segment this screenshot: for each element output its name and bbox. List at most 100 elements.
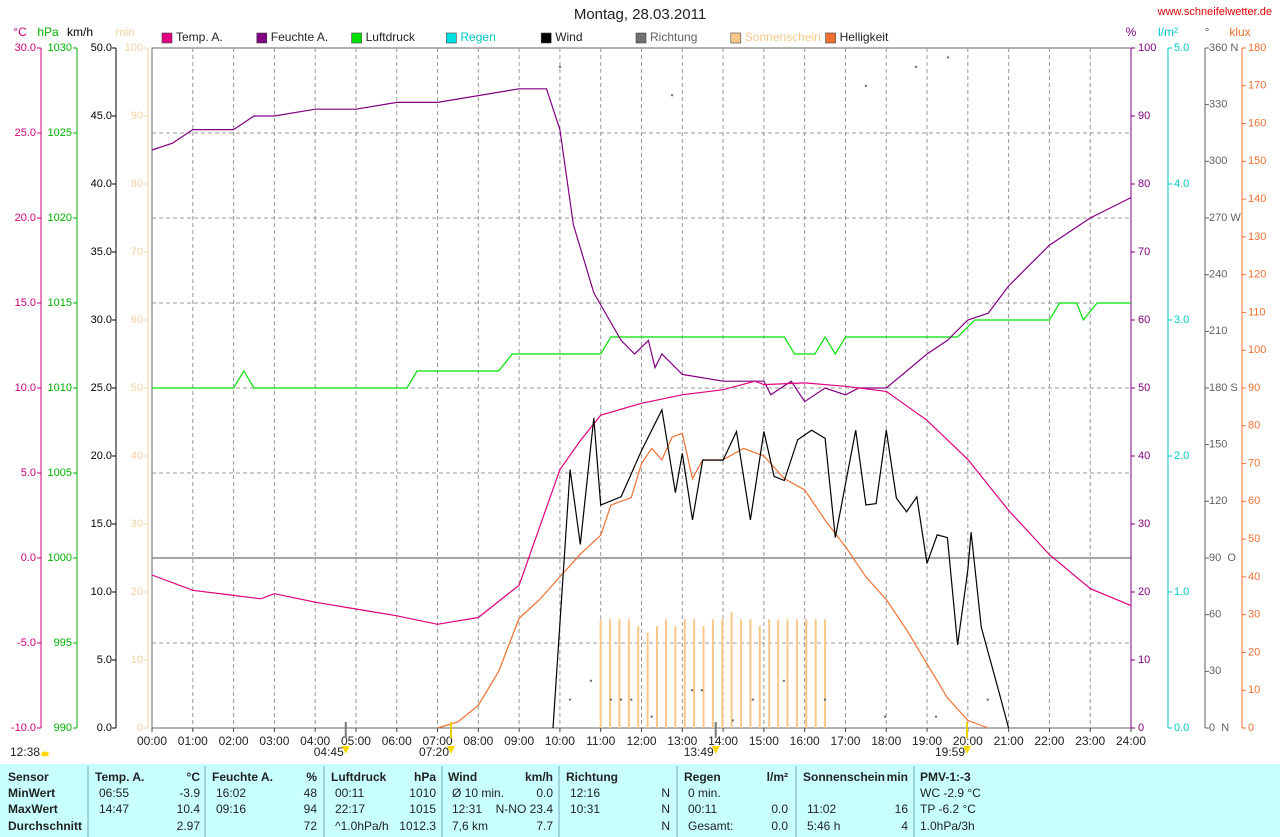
y-tick-label: 120: [1248, 269, 1266, 281]
table-header: Feuchte A.: [212, 770, 273, 784]
x-tick-label: 01:00: [178, 734, 208, 748]
y-axis-title: °C: [13, 25, 27, 39]
direction-dot: [589, 679, 593, 682]
table-cell: 4: [901, 819, 908, 833]
legend-label: Wind: [555, 30, 582, 44]
x-tick-label: 12:00: [626, 734, 656, 748]
table-cell: 0.0: [771, 802, 788, 816]
table-unit: hPa: [414, 770, 436, 784]
y-tick-label: 30.0: [15, 42, 36, 54]
x-tick-label: 18:00: [871, 734, 901, 748]
direction-dot: [558, 65, 562, 69]
y-tick-label: 25.0: [91, 382, 112, 394]
legend-label: Feuchte A.: [271, 30, 328, 44]
y-tick-label: 70: [131, 246, 143, 258]
y-tick-label: 110: [1248, 306, 1266, 318]
table-unit: l/m²: [767, 770, 788, 784]
y-tick-label: 1020: [48, 212, 72, 224]
y-tick-label: 0: [1138, 722, 1144, 734]
y-tick-label: 0: [1248, 722, 1254, 734]
x-tick-label: 11:00: [586, 734, 615, 748]
legend-swatch: [540, 32, 552, 44]
event-icon: [711, 746, 720, 754]
direction-dot: [568, 698, 572, 701]
table-cell: 94: [304, 802, 318, 816]
legend-label: Temp. A.: [176, 30, 223, 44]
table-background: [0, 764, 1280, 837]
y-tick-label: 0.0: [1174, 722, 1189, 734]
y-tick-label: 140: [1248, 193, 1266, 205]
x-tick-label: 21:00: [994, 734, 1024, 748]
legend-swatch: [256, 32, 268, 44]
direction-dot: [823, 698, 827, 701]
y-tick-label: -10.0: [11, 722, 36, 734]
y-tick-label: 70: [1138, 246, 1150, 258]
y-tick-label: 210: [1209, 325, 1227, 337]
legend-label: Luftdruck: [366, 30, 416, 44]
x-tick-label: 02:00: [219, 734, 249, 748]
y-tick-label: 20.0: [15, 212, 36, 224]
series-line: [152, 302, 1131, 389]
table-cell: 5:46 h: [807, 819, 840, 833]
y-tick-label: 10: [1138, 654, 1150, 666]
legend-swatch: [446, 32, 457, 44]
direction-dot: [619, 698, 623, 701]
table-cell: 10:31: [570, 802, 600, 816]
table-cell: 09:16: [216, 802, 246, 816]
y-tick-label: 1010: [48, 382, 72, 394]
table-header: PMV-1:-3: [920, 770, 971, 784]
x-tick-label: 07:00: [423, 734, 453, 748]
direction-dot: [609, 698, 613, 701]
x-tick-label: 20:00: [953, 734, 983, 748]
direction-dot: [934, 715, 938, 718]
series-line: [552, 407, 1010, 729]
y-tick-label: 60: [131, 314, 143, 326]
y-tick-label: 1015: [48, 297, 72, 309]
y-tick-label: 0.0: [21, 552, 36, 564]
x-tick-label: 19:00: [912, 734, 942, 748]
y-tick-label: 20: [1248, 646, 1260, 658]
y-tick-label: 15.0: [15, 297, 36, 309]
y-tick-label: 1.0: [1174, 586, 1189, 598]
y-tick-label: 170: [1248, 80, 1266, 92]
legend-label: Helligkeit: [840, 30, 889, 44]
table-cell: 14:47: [99, 802, 129, 816]
table-cell: 1.0hPa/3h: [920, 819, 975, 833]
x-tick-label: 22:00: [1034, 734, 1064, 748]
y-tick-label: 30: [131, 518, 143, 530]
x-tick-label: 06:00: [382, 734, 412, 748]
y-tick-label: 1000: [48, 552, 72, 564]
direction-dot: [864, 84, 868, 87]
y-tick-label: 30: [1138, 518, 1150, 530]
event-label: 13:49: [684, 745, 714, 759]
direction-dot: [883, 715, 887, 718]
table-header: Sonnenschein: [803, 770, 885, 784]
y-tick-label: 30: [1248, 609, 1260, 621]
y-tick-label: 60: [1248, 495, 1260, 507]
y-tick-label: 10.0: [91, 586, 112, 598]
x-tick-label: 08:00: [463, 734, 493, 748]
y-tick-label: 45.0: [91, 110, 112, 122]
legend-label: Regen: [460, 30, 495, 44]
table-cell: ^1.0hPa/h: [335, 819, 389, 833]
y-tick-label: 5.0: [97, 654, 112, 666]
x-tick-label: 16:00: [790, 734, 820, 748]
table-cell: 1010: [409, 786, 436, 800]
y-tick-label: 150: [1209, 439, 1227, 451]
y-tick-label: 50: [1248, 533, 1260, 545]
y-tick-label: 50.0: [91, 42, 112, 54]
y-tick-label: 100: [125, 42, 143, 54]
direction-dot: [946, 56, 950, 59]
table-cell: 12:16: [570, 786, 600, 800]
table-unit: °C: [187, 770, 201, 784]
event-label: 19:59: [935, 745, 965, 759]
y-tick-label: 5.0: [1174, 42, 1189, 54]
legend-swatch: [635, 32, 647, 44]
event-icon: [341, 746, 350, 754]
series-line: [151, 88, 1132, 403]
y-tick-label: -5.0: [17, 637, 36, 649]
moon-label: 12:38: [10, 745, 40, 759]
table-cell: 16:02: [216, 786, 246, 800]
y-tick-label: 20.0: [91, 450, 112, 462]
